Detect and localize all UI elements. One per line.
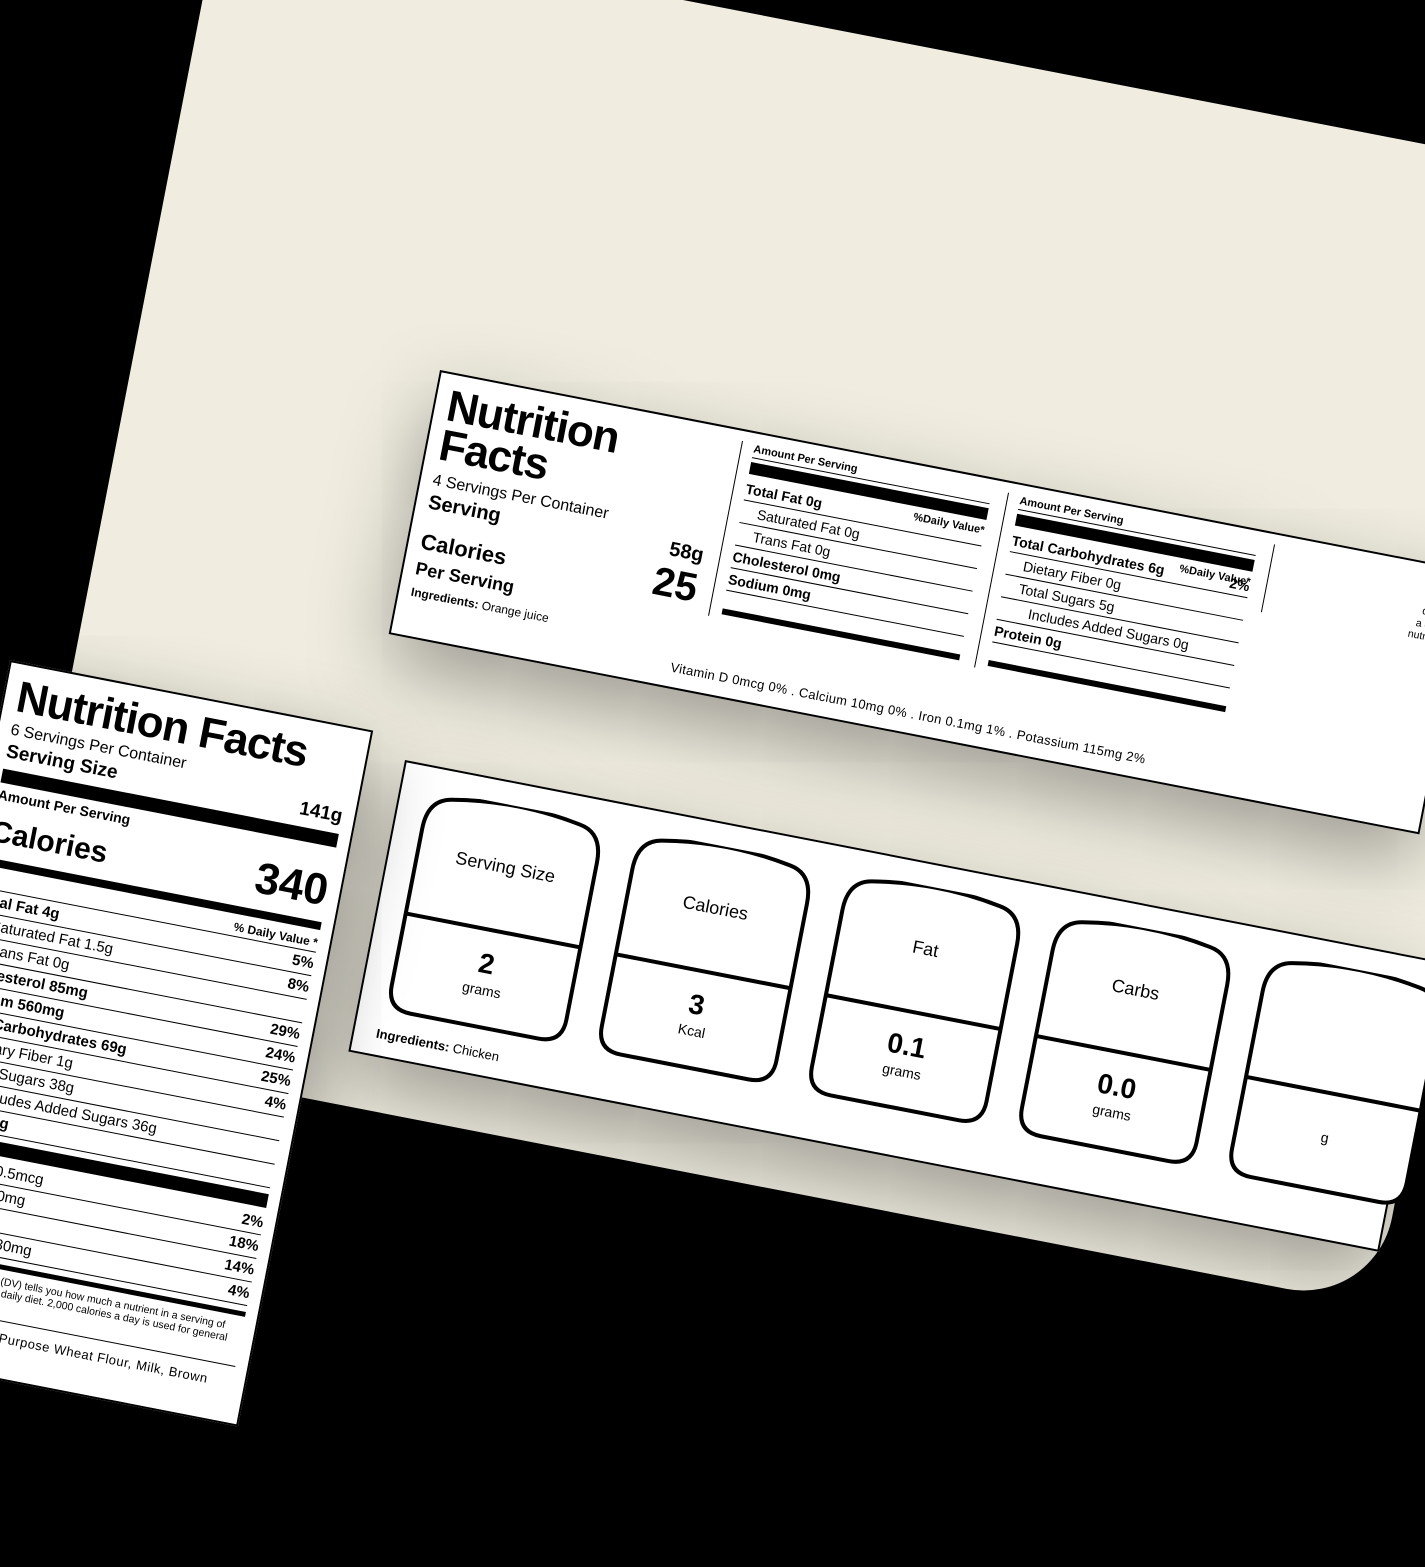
nutrient-pct	[271, 1167, 274, 1184]
nutrient-pct: 24%	[264, 1044, 297, 1066]
nutrition-badge: g	[1220, 951, 1425, 1213]
nutrient-pct: 29%	[269, 1020, 302, 1042]
badge-value: 0.1	[884, 1027, 928, 1066]
label-b-footnote: a foo daily a day nutritio	[1274, 553, 1425, 647]
nutrient-pct	[1244, 601, 1247, 617]
badge-value: 0.0	[1095, 1067, 1139, 1106]
nutrient-pct: 5%	[291, 951, 316, 972]
nutrient-pct	[1230, 669, 1233, 685]
badge-value: 2	[476, 947, 497, 981]
badge-value: 3	[686, 988, 707, 1022]
label-b-col2: Amount Per Serving Total Fat 0gSaturated…	[708, 441, 992, 664]
nutrient-pct	[964, 617, 967, 633]
vitamin-pct: 2%	[240, 1210, 265, 1231]
nutrient-pct: 8%	[286, 975, 311, 996]
vitamin-pct: 4%	[227, 1281, 252, 1302]
label-c-ingredients-text: Chicken	[448, 1040, 501, 1064]
label-c-ingredients-label: Ingredients:	[375, 1026, 451, 1055]
badge-unit: grams	[461, 978, 502, 1001]
nutrient-pct	[973, 572, 976, 588]
nutrient-pct	[978, 549, 981, 565]
nutrient-pct: 4%	[263, 1093, 288, 1114]
badge-unit: g	[1320, 1129, 1331, 1146]
nutrient-pct	[1235, 646, 1238, 662]
nutrition-badge: Serving Size 2 grams	[380, 788, 610, 1050]
vitamin-pct: 14%	[223, 1256, 256, 1278]
nutrient-pct	[275, 1144, 278, 1161]
nutrient-pct	[1239, 624, 1242, 640]
label-b-calories-value: 25	[649, 559, 701, 612]
nutrient-pct: 25%	[260, 1068, 293, 1090]
nutrition-badge: Calories 3 Kcal	[590, 829, 820, 1091]
nutrient-pct	[969, 595, 972, 611]
label-b-col3: Amount Per Serving Total Carbohydrates 6…	[974, 493, 1258, 716]
nutrient-pct	[303, 1003, 306, 1020]
badge-unit: Kcal	[677, 1020, 707, 1041]
label-b-col4: a foo daily a day nutritio	[1261, 544, 1425, 646]
nutrition-badge: Fat 0.1 grams	[800, 870, 1030, 1132]
nutrient-pct	[280, 1120, 283, 1137]
vitamin-pct: 18%	[228, 1232, 261, 1254]
nutrition-badge: Carbs 0.0 grams	[1010, 911, 1240, 1173]
